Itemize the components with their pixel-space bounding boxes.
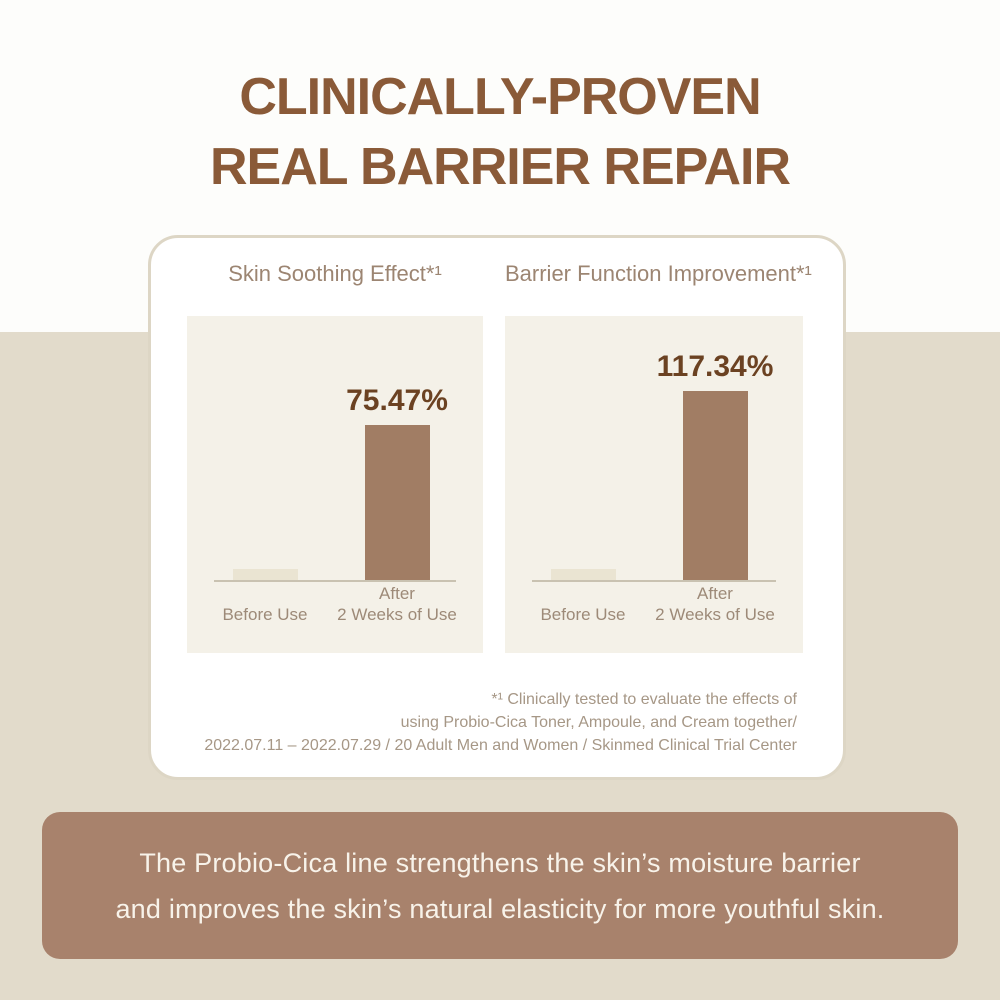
- chart-panel-barrier-function: 117.34% Before Use After 2 Weeks of Use: [505, 316, 803, 653]
- axis-baseline: [214, 580, 456, 582]
- category-label-before: Before Use: [540, 605, 626, 624]
- page-title: CLINICALLY-PROVEN REAL BARRIER REPAIR: [0, 62, 1000, 202]
- chart-title-skin-soothing: Skin Soothing Effect*¹: [228, 261, 442, 286]
- category-label-after-line1: After: [697, 584, 733, 603]
- category-label-after: After 2 Weeks of Use: [327, 583, 467, 625]
- clinical-trial-footnote: *¹ Clinically tested to evaluate the eff…: [177, 688, 797, 757]
- chart-title-barrier-function: Barrier Function Improvement*¹: [505, 261, 812, 286]
- category-label-after-line1: After: [379, 584, 415, 603]
- footnote-line-1: *¹ Clinically tested to evaluate the eff…: [491, 691, 797, 708]
- category-label-after: After 2 Weeks of Use: [645, 583, 785, 625]
- headline-line-1: CLINICALLY-PROVEN: [239, 68, 761, 126]
- headline-line-2: REAL BARRIER REPAIR: [209, 138, 791, 196]
- bar-group-before: [200, 569, 330, 581]
- claim-line-1: The Probio-Cica line strengthens the ski…: [139, 847, 861, 878]
- clinical-results-card: Skin Soothing Effect*¹ Barrier Function …: [148, 235, 846, 780]
- bar-group-before: [518, 569, 648, 581]
- value-label: 117.34%: [656, 350, 774, 383]
- category-label-after-line2: 2 Weeks of Use: [337, 605, 457, 624]
- bar-group-after: 75.47%: [332, 384, 462, 581]
- bar-before-use: [232, 569, 298, 581]
- bar-after-use: [682, 391, 748, 581]
- bar-group-after: 117.34%: [650, 350, 780, 581]
- chart-panel-skin-soothing: 75.47% Before Use After 2 Weeks of Use: [187, 316, 483, 653]
- claim-line-2: and improves the skin’s natural elastici…: [115, 893, 885, 924]
- footnote-line-2: using Probio-Cica Toner, Ampoule, and Cr…: [400, 714, 797, 731]
- category-label-after-line2: 2 Weeks of Use: [655, 605, 775, 624]
- bar-after-use: [364, 425, 430, 581]
- category-label-before: Before Use: [222, 605, 308, 624]
- axis-baseline: [532, 580, 776, 582]
- product-claim-banner: The Probio-Cica line strengthens the ski…: [42, 812, 958, 959]
- bar-before-use: [550, 569, 616, 581]
- value-label: 75.47%: [346, 384, 448, 417]
- footnote-line-3: 2022.07.11 – 2022.07.29 / 20 Adult Men a…: [204, 737, 797, 754]
